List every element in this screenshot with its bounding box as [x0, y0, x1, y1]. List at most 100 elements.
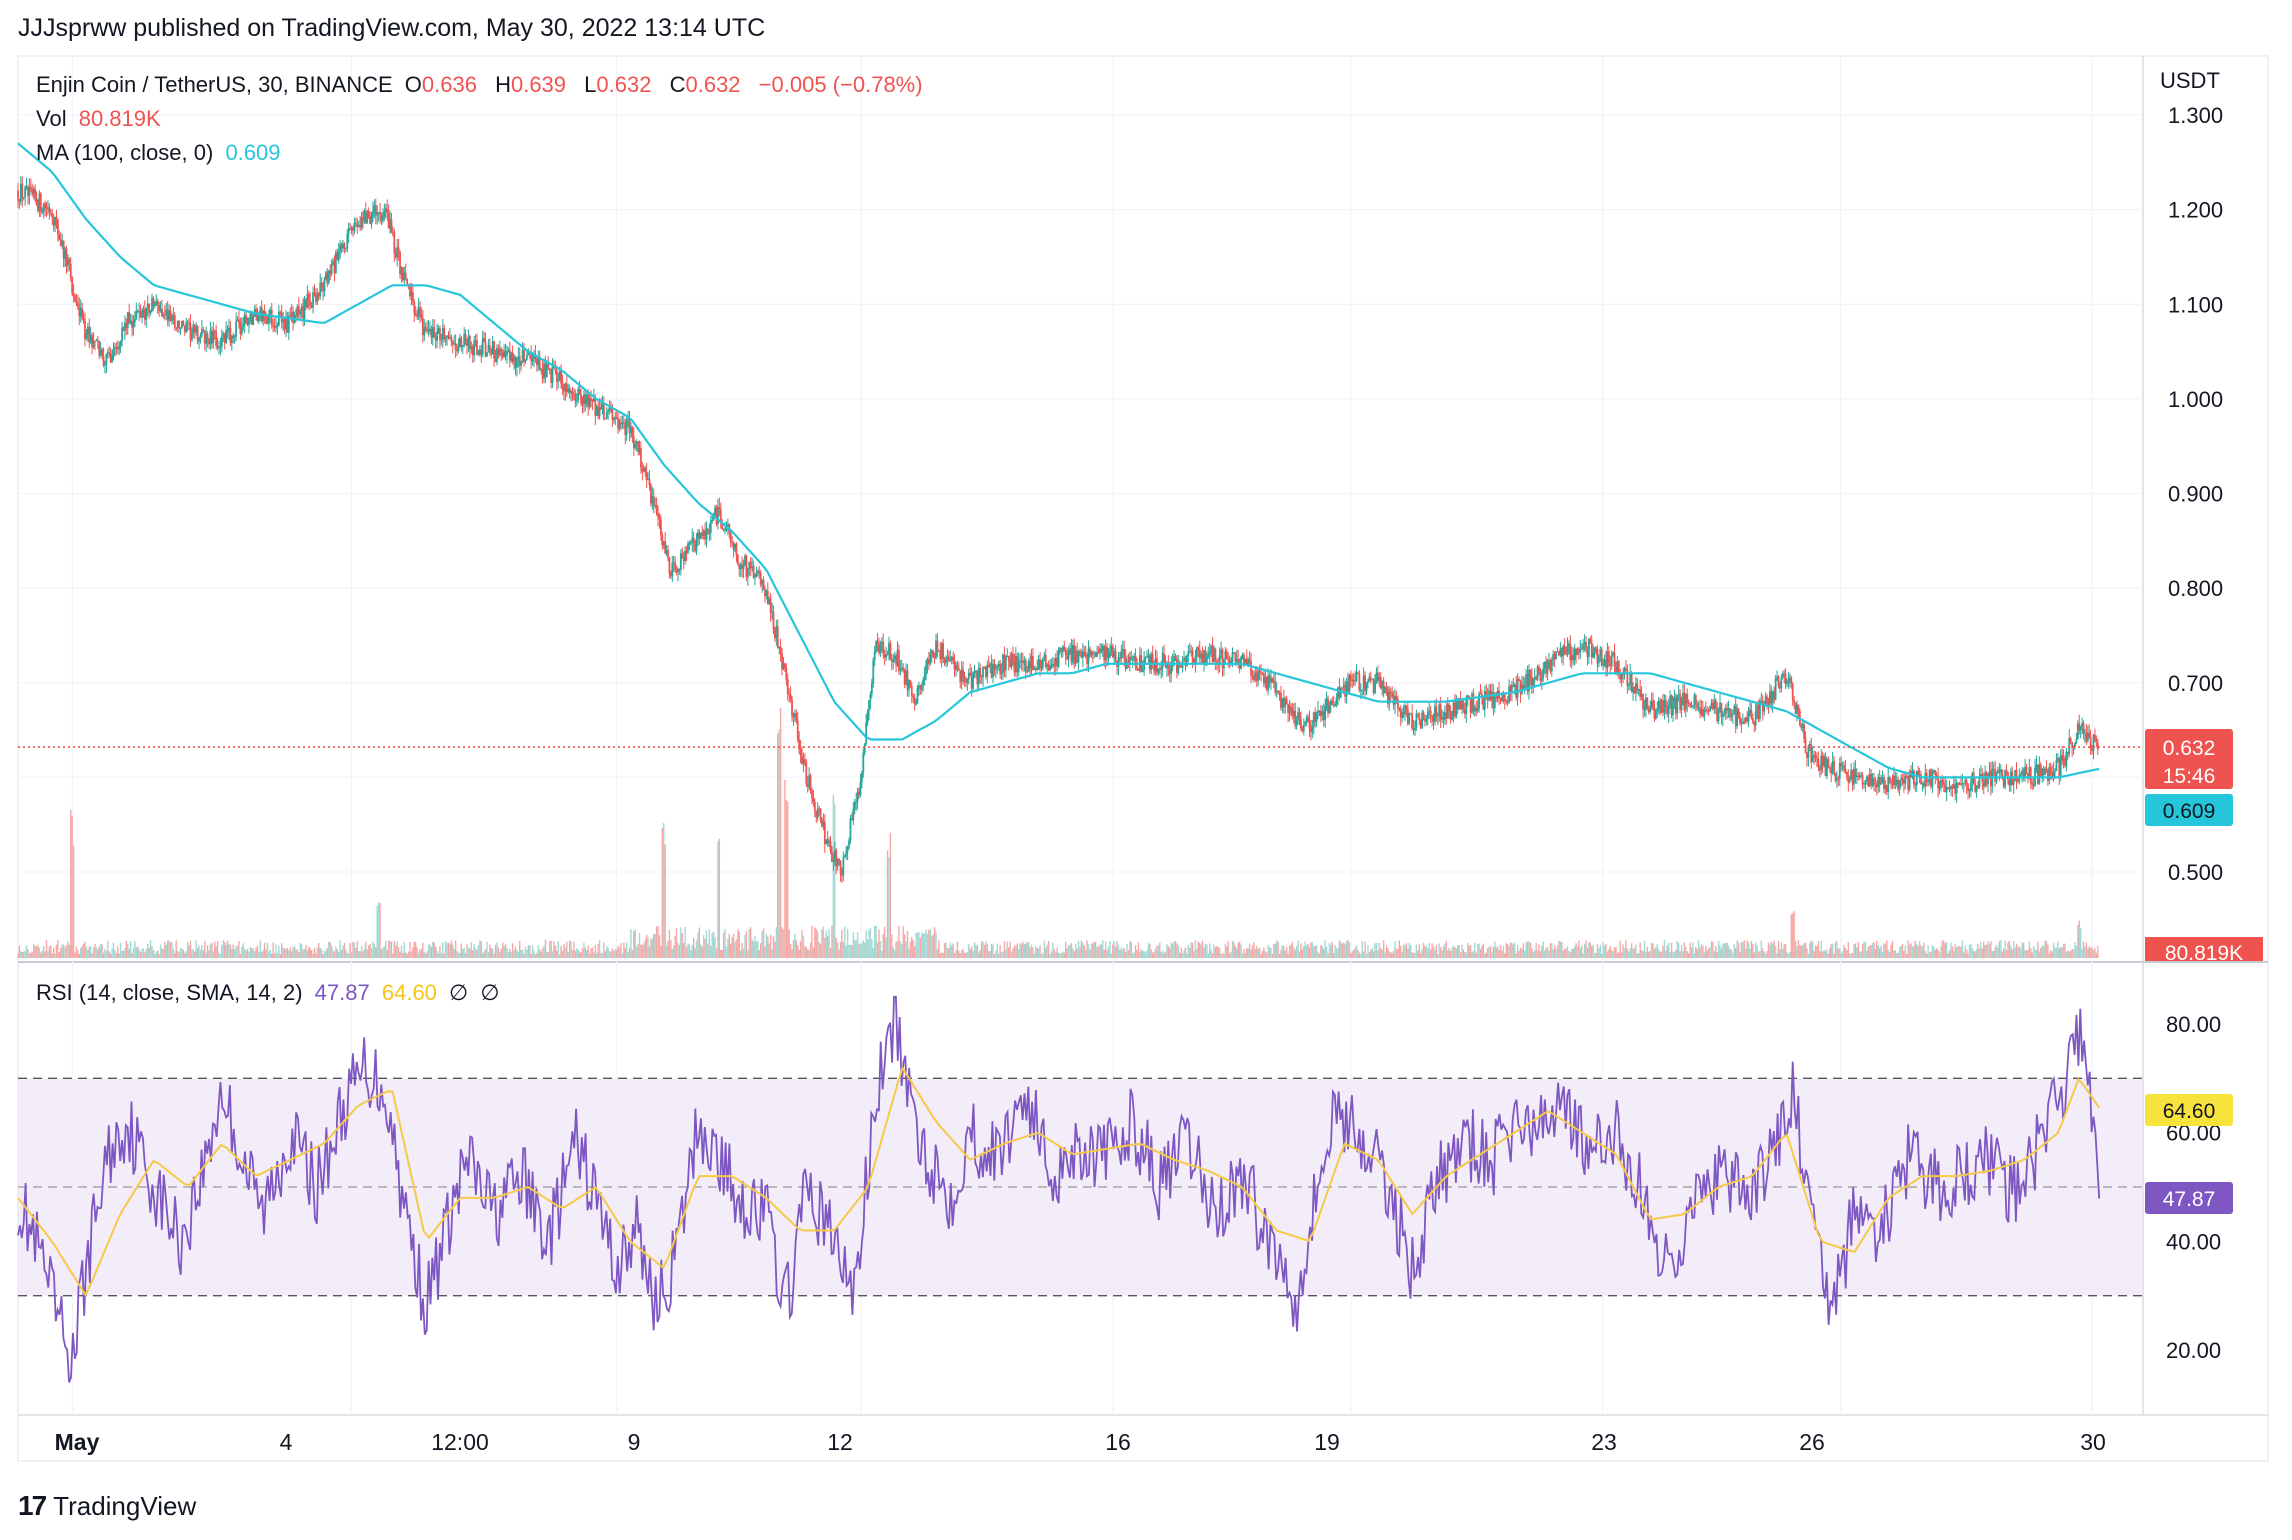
rsi-label[interactable]: RSI (14, close, SMA, 14, 2) [36, 980, 303, 1005]
candle-body [1270, 677, 1272, 683]
candle-body [1317, 710, 1319, 713]
volume-bar [794, 933, 796, 958]
volume-bar [1589, 942, 1591, 958]
ma-label[interactable]: MA (100, close, 0) [36, 140, 214, 165]
candle-body [1322, 710, 1325, 721]
volume-bar [1224, 943, 1227, 958]
volume-bar [848, 944, 850, 958]
candle-body [1699, 707, 1701, 714]
volume-bar [1311, 942, 1314, 958]
candle-body [751, 566, 754, 569]
candle-body [628, 418, 631, 433]
candle-body [1338, 687, 1341, 698]
candle-body [86, 327, 89, 335]
candle-body [2081, 723, 2083, 727]
volume-label[interactable]: Vol [36, 106, 67, 131]
volume-bar [950, 945, 953, 958]
volume-bar [107, 940, 109, 958]
candle-body [573, 393, 575, 395]
candle-body [882, 641, 885, 655]
tradingview-logo[interactable]: 17 TradingView [18, 1490, 196, 1522]
volume-bar [175, 940, 177, 958]
volume-bar [1994, 947, 1996, 958]
volume-bar [1971, 947, 1974, 958]
candle-body [329, 270, 332, 275]
time-axis-label: 19 [1314, 1429, 1340, 1455]
volume-bar [1019, 942, 1021, 958]
volume-bar [395, 945, 397, 958]
candle-body [886, 654, 889, 656]
candle-body [437, 328, 440, 332]
candle-body [631, 426, 634, 437]
candle-body [1114, 651, 1117, 661]
candle-body [96, 340, 99, 342]
volume-bar [694, 948, 696, 958]
candle-body [1087, 648, 1090, 664]
rsi-sma-value: 64.60 [381, 980, 437, 1005]
volume-bar [2095, 952, 2098, 958]
candle-body [230, 335, 233, 344]
candle-body [1989, 771, 1992, 787]
time-axis-label: 30 [2080, 1429, 2106, 1455]
volume-bar [1451, 947, 1453, 958]
candle-body [1787, 680, 1790, 682]
candle-body [1760, 700, 1763, 702]
volume-bar [593, 952, 595, 958]
volume-bar [517, 952, 520, 958]
candle-body [1646, 697, 1649, 709]
candle-body [592, 397, 595, 402]
volume-bar [1220, 953, 1222, 958]
volume-bar [1991, 950, 1993, 958]
candle-body [1751, 717, 1754, 722]
volume-bar [233, 949, 236, 958]
candle-body [895, 655, 897, 666]
candle-body [1593, 647, 1596, 653]
volume-bar [1167, 945, 1170, 958]
candle-body [953, 661, 956, 670]
volume-bar [1472, 951, 1475, 958]
volume-bar [95, 947, 98, 958]
candle-body [547, 363, 550, 370]
candle-body [1185, 655, 1188, 666]
candle-body [932, 650, 935, 657]
volume-bar [396, 941, 398, 958]
candle-body [803, 759, 806, 762]
volume-bar [2072, 949, 2075, 958]
volume-bar [108, 951, 110, 958]
volume-bar [1677, 942, 1680, 958]
candle-body [1720, 702, 1723, 718]
candle-body [1347, 681, 1349, 692]
volume-bar [496, 942, 498, 958]
symbol-name[interactable]: Enjin Coin / TetherUS, 30, BINANCE [36, 72, 393, 97]
candle-body [44, 203, 46, 208]
chart-canvas[interactable]: USDT 1.3001.2001.1001.0000.9000.8000.700… [0, 0, 2292, 1480]
volume-bar [1418, 944, 1420, 958]
volume-bar [769, 934, 772, 958]
volume-bar [1139, 952, 1141, 958]
candle-body [410, 292, 413, 297]
candle-body [1587, 638, 1590, 657]
volume-bar [315, 953, 317, 958]
volume-bar [1703, 952, 1706, 958]
candle-body [638, 448, 641, 453]
volume-bar [454, 940, 457, 958]
volume-bar [1323, 948, 1325, 958]
candle-body [1894, 775, 1897, 785]
candle-body [1361, 689, 1364, 691]
volume-bar [510, 952, 512, 958]
candle-body [109, 353, 112, 363]
candle-body [801, 755, 803, 764]
volume-bar [1208, 943, 1211, 958]
volume-bar [453, 949, 455, 958]
volume-bar [1857, 942, 1859, 958]
volume-bar [1693, 953, 1696, 958]
candle-body [424, 327, 427, 329]
candle-body [143, 309, 146, 320]
candle-body [89, 335, 92, 343]
candle-body [1657, 700, 1660, 709]
volume-bar [1029, 947, 1031, 958]
volume-bar [755, 941, 758, 958]
candle-body [1530, 676, 1533, 687]
candle-body [632, 436, 635, 448]
candle-body [839, 860, 842, 874]
